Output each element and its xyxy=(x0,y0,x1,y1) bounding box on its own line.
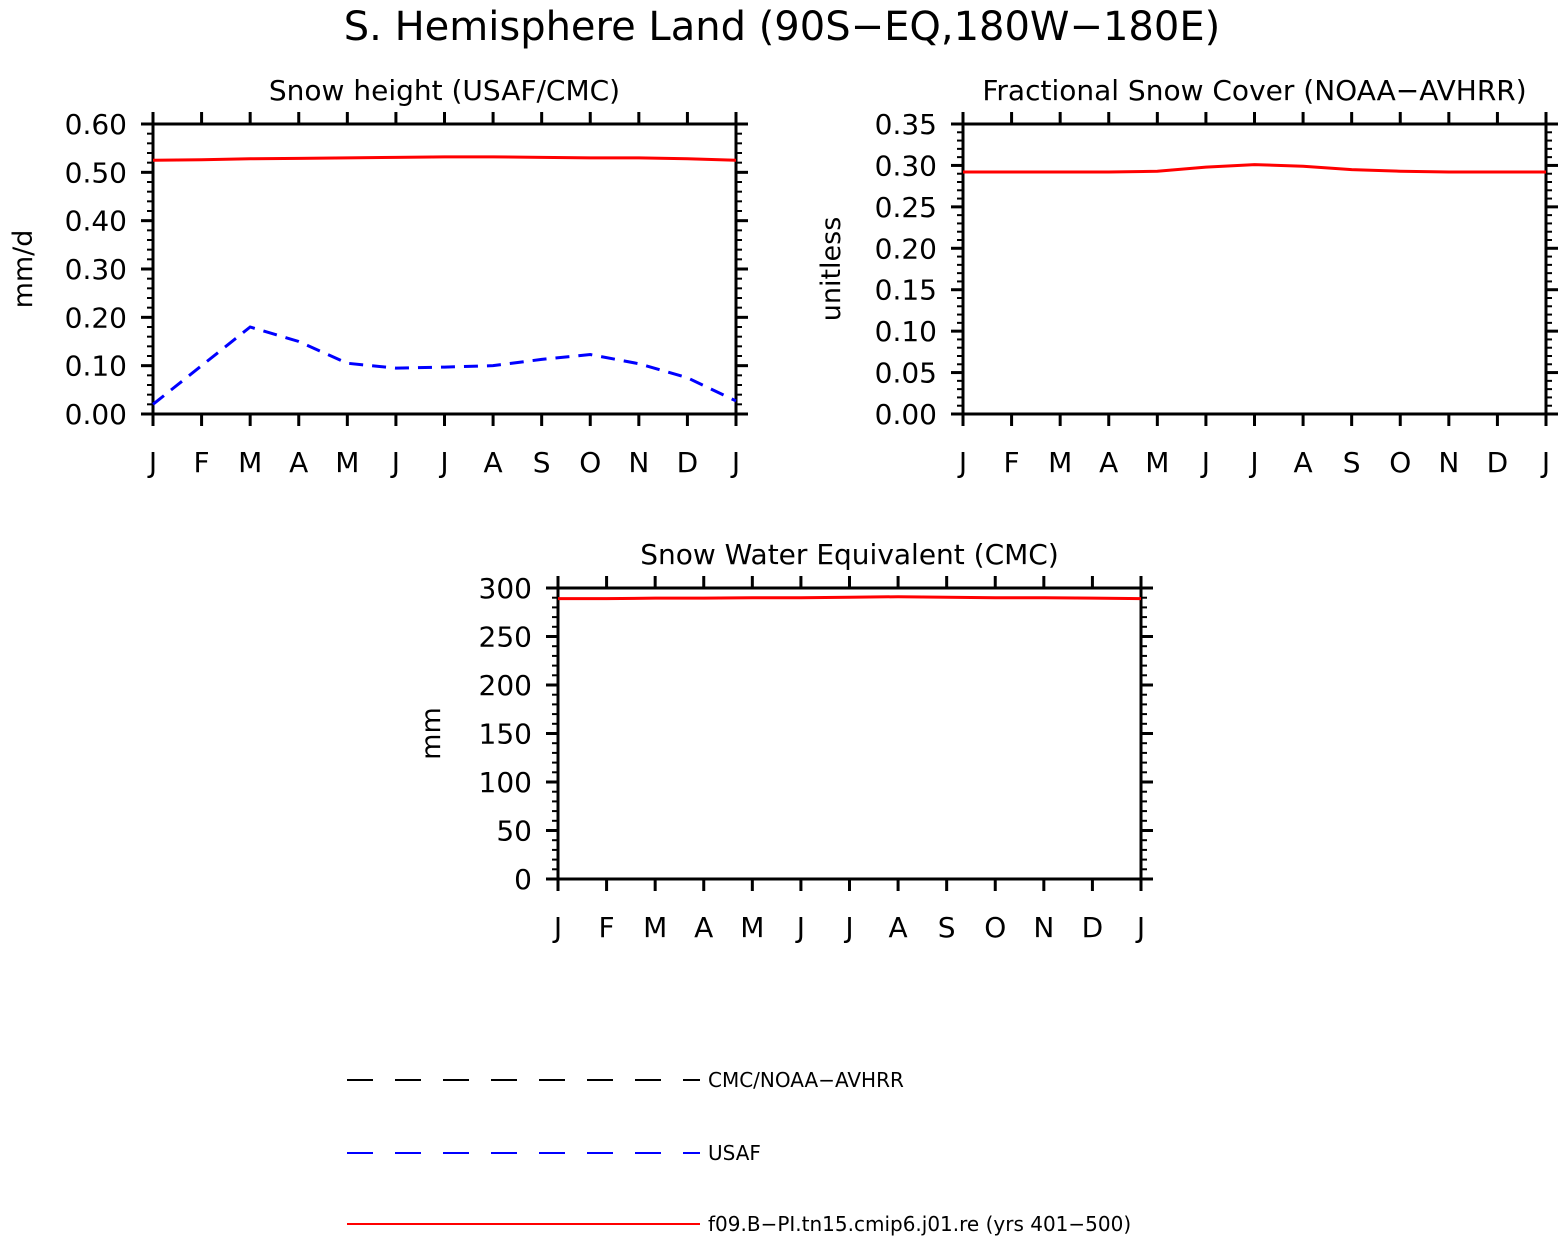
series-line-1 xyxy=(558,595,1142,601)
y-tick-label: 0.40 xyxy=(65,205,127,238)
x-tick-label: J xyxy=(390,446,400,479)
x-tick-label: J xyxy=(957,446,967,479)
x-tick-label: O xyxy=(1389,446,1411,479)
y-tick-label: 0.10 xyxy=(875,315,937,348)
plot-frame xyxy=(961,122,1548,416)
x-tick-label: M xyxy=(643,911,667,944)
x-tick-label: S xyxy=(938,911,956,944)
y-tick-label: 0.50 xyxy=(65,156,127,189)
y-tick-label: 0.30 xyxy=(65,253,127,286)
x-tick-label: A xyxy=(1099,446,1118,479)
x-tick-label: M xyxy=(238,446,262,479)
y-axis-label: unitless xyxy=(816,217,847,322)
legend-label-0: CMC/NOAA−AVHRR xyxy=(708,1068,904,1092)
x-tick-label: J xyxy=(552,911,562,944)
y-tick-label: 0.15 xyxy=(875,274,937,307)
x-tick-label: M xyxy=(740,911,764,944)
y-tick-label: 0.10 xyxy=(65,350,127,383)
x-tick-label: A xyxy=(1294,446,1313,479)
x-tick-label: A xyxy=(694,911,713,944)
panel-title: Fractional Snow Cover (NOAA−AVHRR) xyxy=(982,74,1526,107)
legend: CMC/NOAA−AVHRR USAF f09.B−PI.tn15.cmip6.j0… xyxy=(347,1068,1131,1236)
x-tick-label: D xyxy=(1082,911,1104,944)
x-tick-label: A xyxy=(484,446,503,479)
x-tick-label: N xyxy=(628,446,649,479)
y-tick-label: 0.25 xyxy=(875,191,937,224)
chart-panel-2: Fractional Snow Cover (NOAA−AVHRR) unitle… xyxy=(816,74,1558,479)
y-tick-label: 0.00 xyxy=(875,398,937,431)
x-tick-label: F xyxy=(194,446,210,479)
series-line-1 xyxy=(963,163,1546,174)
y-tick-label: 100 xyxy=(479,766,532,799)
y-tick-label: 300 xyxy=(479,572,532,605)
x-tick-label: M xyxy=(1048,446,1072,479)
x-tick-label: S xyxy=(1343,446,1361,479)
x-tick-label: D xyxy=(677,446,699,479)
x-tick-label: N xyxy=(1033,911,1054,944)
y-tick-label: 0 xyxy=(514,863,532,896)
x-tick-label: J xyxy=(147,446,157,479)
y-axis-label: mm xyxy=(416,707,447,760)
x-tick-label: J xyxy=(1135,911,1145,944)
x-tick-label: J xyxy=(795,911,805,944)
x-tick-label: F xyxy=(1004,446,1020,479)
x-tick-label: S xyxy=(533,446,551,479)
y-tick-label: 0.35 xyxy=(875,108,937,141)
x-tick-label: J xyxy=(1248,446,1258,479)
y-tick-label: 150 xyxy=(479,718,532,751)
x-tick-label: J xyxy=(1200,446,1210,479)
plot-frame xyxy=(151,122,738,416)
chart-panel-1: Snow height (USAF/CMC)mm/dJ F M A M J J A S O N D J0… xyxy=(8,74,748,479)
y-tick-label: 0.60 xyxy=(65,108,127,141)
legend-label-1: USAF xyxy=(708,1141,761,1165)
legend-label-2: f09.B−PI.tn15.cmip6.j01.re (yrs 401−500) xyxy=(708,1212,1131,1236)
x-tick-label: A xyxy=(289,446,308,479)
x-tick-label: J xyxy=(438,446,448,479)
y-tick-label: 200 xyxy=(479,669,532,702)
panels: Snow height (USAF/CMC)mm/dJ F M A M J J A S O N D J0… xyxy=(8,74,1558,944)
y-tick-label: 50 xyxy=(496,815,532,848)
y-tick-label: 0.05 xyxy=(875,357,937,390)
x-tick-label: J xyxy=(1540,446,1550,479)
y-tick-label: 250 xyxy=(479,621,532,654)
x-tick-label: O xyxy=(984,911,1006,944)
x-tick-label: F xyxy=(599,911,615,944)
panel-title: Snow Water Equivalent (CMC) xyxy=(640,538,1059,571)
y-tick-label: 0.30 xyxy=(875,149,937,182)
chart-panel-3: Snow Water Equivalent (CMC)mmJ F M A M J J A S O N… xyxy=(416,538,1153,944)
series-line-1 xyxy=(152,325,737,406)
plot-frame xyxy=(556,586,1143,881)
x-tick-label: M xyxy=(335,446,359,479)
y-tick-label: 0.20 xyxy=(65,301,127,334)
x-tick-label: M xyxy=(1145,446,1169,479)
x-tick-label: J xyxy=(730,446,740,479)
y-axis-label: mm/d xyxy=(8,230,39,309)
x-tick-label: J xyxy=(843,911,853,944)
main-title: S. Hemisphere Land (90S−EQ,180W−180E) xyxy=(344,4,1220,50)
series-line-2 xyxy=(152,155,737,162)
y-tick-label: 0.20 xyxy=(875,232,937,265)
x-tick-label: O xyxy=(579,446,601,479)
panel-title: Snow height (USAF/CMC) xyxy=(269,74,620,107)
y-tick-label: 0.00 xyxy=(65,398,127,431)
x-tick-label: A xyxy=(889,911,908,944)
x-tick-label: N xyxy=(1438,446,1459,479)
x-tick-label: D xyxy=(1487,446,1509,479)
